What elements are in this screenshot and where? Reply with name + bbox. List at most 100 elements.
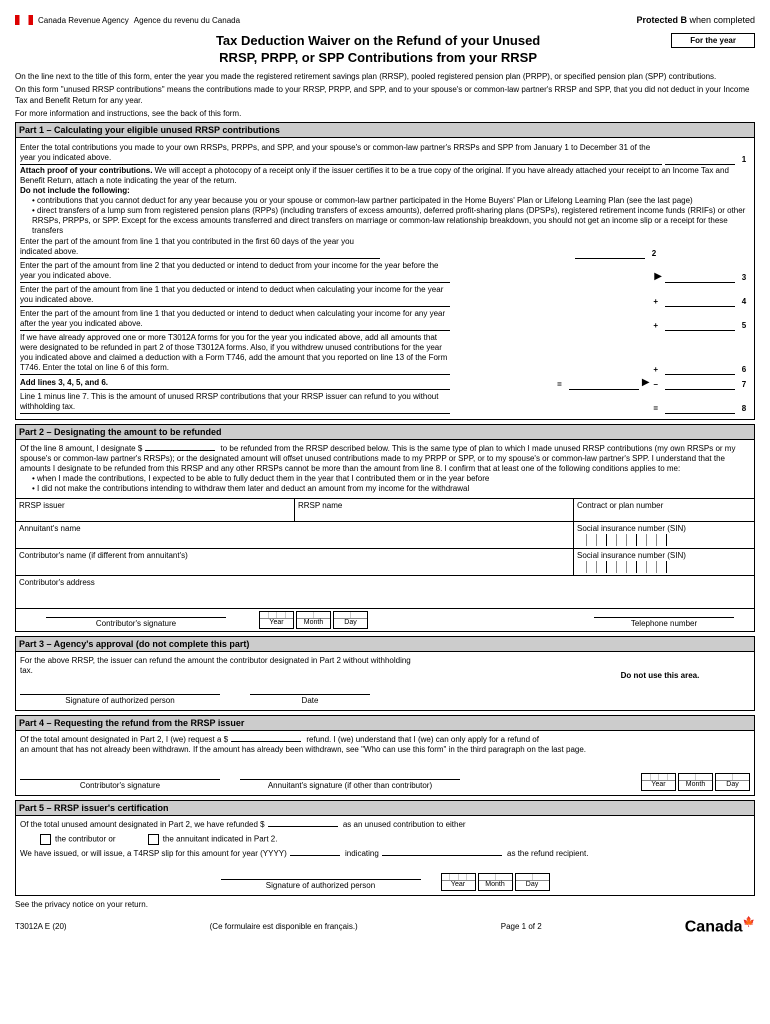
agency-name-fr: Agence du revenu du Canada [134, 16, 240, 25]
line6-input[interactable] [665, 374, 735, 375]
line1-input[interactable] [665, 164, 735, 165]
part4-box: Of the total amount designated in Part 2… [15, 730, 755, 796]
line2-num: 2 [648, 249, 660, 259]
intro-p1: On the line next to the title of this fo… [15, 72, 755, 82]
arrow-icon: ▶ [654, 271, 662, 284]
bullet-2: direct transfers of a lump sum from regi… [32, 206, 750, 236]
annuitant-field[interactable]: Annuitant's name [16, 522, 574, 548]
part2-box: Of the line 8 amount, I designate $ to b… [15, 439, 755, 632]
t4rsp-year[interactable] [290, 855, 340, 856]
p5-year[interactable]: Year [441, 873, 476, 891]
part4-header: Part 4 – Requesting the refund from the … [15, 715, 755, 730]
agency-logo: Canada Revenue Agency Agence du revenu d… [15, 15, 240, 25]
part3-text: For the above RRSP, the issuer can refun… [20, 656, 420, 676]
contributor-field[interactable]: Contributor's name (if different from an… [16, 549, 574, 575]
line2-input[interactable] [575, 258, 645, 259]
refunded-amount[interactable] [268, 826, 338, 827]
rrsp-issuer-field[interactable]: RRSP issuer [16, 499, 295, 521]
checkbox-annuitant[interactable] [148, 834, 159, 845]
canada-wordmark: Canada🍁 [685, 917, 755, 936]
sin-field-2[interactable]: Social insurance number (SIN) [574, 549, 754, 575]
line3-input[interactable] [665, 282, 735, 283]
contributor-sig[interactable]: Contributor's signature [46, 617, 226, 629]
footer: T3012A E (20) (Ce formulaire est disponi… [15, 917, 755, 936]
attach-label: Attach proof of your contributions. [20, 166, 152, 175]
part1-line6: If we have already approved one or more … [20, 333, 450, 375]
bullet-1: contributions that you cannot deduct for… [32, 196, 750, 206]
p5-day[interactable]: Day [515, 873, 550, 891]
part1-line1: Enter the total contributions you made t… [20, 143, 662, 165]
line8-num: 8 [738, 404, 750, 414]
agency-name-en: Canada Revenue Agency [38, 16, 129, 25]
part4-sig2[interactable]: Annuitant's signature (if other than con… [240, 779, 460, 791]
part1-line4: Enter the part of the amount from line 1… [20, 285, 450, 307]
line5-num: 5 [738, 321, 750, 331]
title-row: Tax Deduction Waiver on the Refund of yo… [15, 33, 755, 67]
part1-line8: Line 1 minus line 7. This is the amount … [20, 392, 450, 414]
part5-box: Of the total unused amount designated in… [15, 815, 755, 896]
day-box[interactable]: Day [333, 611, 368, 629]
part1-line7: Add lines 3, 4, 5, and 6. [20, 378, 108, 387]
checkbox-contributor[interactable] [40, 834, 51, 845]
intro-p2: On this form "unused RRSP contributions"… [15, 85, 755, 106]
part5-sig[interactable]: Signature of authorized person [221, 879, 421, 891]
line5-input[interactable] [665, 330, 735, 331]
year-box[interactable]: For the year [671, 33, 755, 48]
line7-num: 7 [738, 380, 750, 390]
part1-line5: Enter the part of the amount from line 1… [20, 309, 450, 331]
protected-label: Protected B when completed [636, 15, 755, 25]
part1-box: Enter the total contributions you made t… [15, 137, 755, 420]
line1-num: 1 [738, 155, 750, 165]
french-note: (Ce formulaire est disponible en françai… [210, 922, 358, 931]
privacy-notice: See the privacy notice on your return. [15, 900, 755, 909]
part5-text-e: as the refund recipient. [505, 849, 589, 858]
line6-num: 6 [738, 365, 750, 375]
part2-header: Part 2 – Designating the amount to be re… [15, 424, 755, 439]
p4-month[interactable]: Month [678, 773, 713, 791]
p5-month[interactable]: Month [478, 873, 513, 891]
do-not-label: Do not include the following: [20, 186, 130, 195]
year-box-2[interactable]: Year [259, 611, 294, 629]
form-title-2: RRSP, PRPP, or SPP Contributions from yo… [95, 50, 661, 67]
part1-header: Part 1 – Calculating your eligible unuse… [15, 122, 755, 137]
rrsp-name-field[interactable]: RRSP name [295, 499, 574, 521]
part4-sig1[interactable]: Contributor's signature [20, 779, 220, 791]
part4-text-c: an amount that has not already been with… [20, 745, 586, 754]
part4-text-b: refund. I (we) understand that I (we) ca… [304, 735, 539, 744]
line4-num: 4 [738, 297, 750, 307]
recipient[interactable] [382, 855, 502, 856]
line3-num: 3 [738, 273, 750, 283]
part1-line2: Enter the part of the amount from line 1… [20, 237, 380, 259]
line8-input[interactable] [665, 413, 735, 414]
part5-header: Part 5 – RRSP issuer's certification [15, 800, 755, 815]
part1-line3: Enter the part of the amount from line 2… [20, 261, 450, 283]
part2-b2: I did not make the contributions intendi… [32, 484, 750, 494]
cb2-label: the annuitant indicated in Part 2. [163, 834, 278, 843]
part5-text-d: indicating [343, 849, 379, 858]
refund-amount[interactable] [231, 741, 301, 742]
part3-header: Part 3 – Agency's approval (do not compl… [15, 636, 755, 651]
part4-text-a: Of the total amount designated in Part 2… [20, 735, 228, 744]
page-num: Page 1 of 2 [501, 922, 542, 931]
designate-amount[interactable] [145, 450, 215, 451]
intro-p3: For more information and instructions, s… [15, 109, 755, 119]
do-not-use: Do not use this area. [621, 671, 700, 680]
part5-text-b: as an unused contribution to either [341, 820, 466, 829]
form-id: T3012A E (20) [15, 922, 67, 931]
line4-input[interactable] [665, 306, 735, 307]
line7-input[interactable] [665, 389, 735, 390]
month-box[interactable]: Month [296, 611, 331, 629]
sin-field-1[interactable]: Social insurance number (SIN) [574, 522, 754, 548]
page-header: Canada Revenue Agency Agence du revenu d… [15, 15, 755, 25]
part5-text-a: Of the total unused amount designated in… [20, 820, 265, 829]
part5-text-c: We have issued, or will issue, a T4RSP s… [20, 849, 287, 858]
contract-field[interactable]: Contract or plan number [574, 499, 754, 521]
p4-day[interactable]: Day [715, 773, 750, 791]
part3-sig: Signature of authorized person [20, 694, 220, 706]
phone-field[interactable]: Telephone number [594, 617, 734, 629]
part3-date: Date [250, 694, 370, 706]
line7a-input[interactable] [569, 389, 639, 390]
p4-year[interactable]: Year [641, 773, 676, 791]
address-field[interactable]: Contributor's address [16, 576, 754, 608]
part3-box: For the above RRSP, the issuer can refun… [15, 651, 755, 711]
